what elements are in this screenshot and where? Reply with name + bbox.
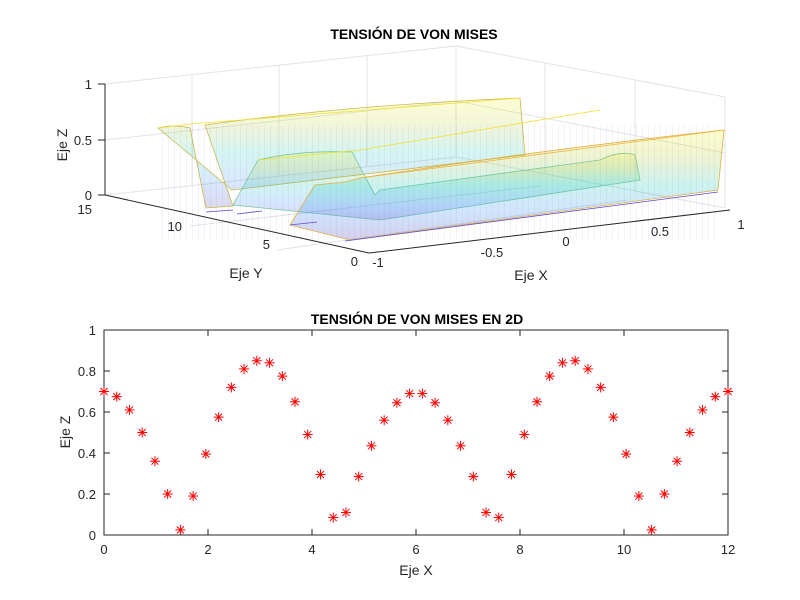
data-point-asterisk [430,397,441,408]
data-point-asterisk [710,391,721,402]
data-point-asterisk [684,427,695,438]
data-point-asterisk [251,355,262,366]
scatter-plot: TENSIÓN DE VON MISES EN 2D 0 2 4 6 8 10 12 0 0.… [57,310,735,578]
data-point-asterisk [493,512,504,523]
y-tick-label: 0.4 [78,446,96,461]
data-point-asterisk [557,357,568,368]
surface-y-ticks: 15 10 5 0 [78,202,358,269]
data-point-asterisk [582,363,593,374]
data-point-asterisk [532,396,543,407]
svg-text:0: 0 [562,234,569,249]
surface-x-label: Eje X [514,267,548,283]
data-point-asterisk [442,415,453,426]
x-tick-label: 0 [100,542,107,557]
surface-x-ticks: -1 -0.5 0 0.5 1 [372,217,744,270]
data-point-asterisk [315,469,326,480]
data-point-asterisk [239,363,250,374]
scatter-x-label: Eje X [399,562,433,578]
svg-text:1: 1 [737,217,744,232]
data-point-asterisk [226,382,237,393]
data-point-asterisk [633,491,644,502]
data-point-asterisk [570,355,581,366]
data-point-asterisk [455,440,466,451]
data-point-asterisk [595,382,606,393]
data-point-asterisk [99,386,109,397]
data-point-asterisk [723,386,733,397]
data-point-asterisk [111,391,122,402]
data-point-asterisk [366,440,377,451]
svg-text:0: 0 [351,254,358,269]
data-point-asterisk [200,449,211,460]
svg-text:15: 15 [78,202,92,217]
data-point-asterisk [340,507,351,518]
svg-text:10: 10 [168,219,182,234]
surface-plot: TENSIÓN DE VON MISES [54,25,745,283]
x-tick-label: 4 [308,542,315,557]
data-point-asterisk [417,388,428,399]
data-point-asterisk [149,456,160,467]
data-point-asterisk [328,512,339,523]
data-point-asterisk [659,489,670,499]
scatter-points [99,355,733,535]
data-point-asterisk [468,471,479,482]
data-point-asterisk [544,371,555,382]
svg-text:0.5: 0.5 [74,133,92,148]
data-point-asterisk [481,507,492,518]
data-point-asterisk [391,397,402,408]
x-tick-label: 2 [204,542,211,557]
y-tick-label: 1 [89,323,96,338]
data-point-asterisk [175,524,186,535]
x-tick-label: 12 [721,542,735,557]
data-point-asterisk [353,471,364,482]
data-point-asterisk [213,412,224,423]
data-point-asterisk [646,524,657,535]
surface-z-ticks: 1 0.5 0 [74,77,92,203]
scatter-x-ticks: 0 2 4 6 8 10 12 [100,330,735,557]
y-tick-label: 0.8 [78,364,96,379]
svg-text:5: 5 [263,237,270,252]
data-point-asterisk [302,429,313,440]
data-point-asterisk [277,371,288,382]
data-point-asterisk [519,429,530,440]
surface-y-label: Eje Y [229,265,263,281]
data-point-asterisk [697,404,708,415]
data-point-asterisk [404,388,415,399]
y-tick-label: 0.2 [78,487,96,502]
x-tick-label: 6 [412,542,419,557]
data-point-asterisk [137,427,148,438]
svg-text:0.5: 0.5 [651,224,669,239]
data-point-asterisk [621,449,632,460]
scatter-y-ticks: 0 0.2 0.4 0.6 0.8 1 [78,323,728,543]
svg-text:-0.5: -0.5 [481,245,503,260]
svg-text:1: 1 [85,77,92,92]
surface-plot-title: TENSIÓN DE VON MISES [330,25,497,42]
data-point-asterisk [289,396,300,407]
y-tick-label: 0 [89,528,96,543]
surface-axes [98,83,731,254]
x-tick-label: 8 [516,542,523,557]
scatter-y-label: Eje Z [57,415,73,448]
scatter-axes-box [103,329,729,536]
data-point-asterisk [506,469,517,480]
data-point-asterisk [608,412,619,423]
data-point-asterisk [672,456,683,467]
svg-text:-1: -1 [372,255,384,270]
data-point-asterisk [264,357,275,368]
surface-mesh [157,97,725,242]
data-point-asterisk [162,489,173,499]
y-tick-label: 0.6 [78,405,96,420]
data-point-asterisk [379,415,390,426]
surface-z-label: Eje Z [54,128,70,161]
x-tick-label: 10 [617,542,631,557]
data-point-asterisk [124,404,135,415]
svg-text:0: 0 [85,188,92,203]
data-point-asterisk [188,491,199,502]
scatter-plot-title: TENSIÓN DE VON MISES EN 2D [311,310,523,327]
